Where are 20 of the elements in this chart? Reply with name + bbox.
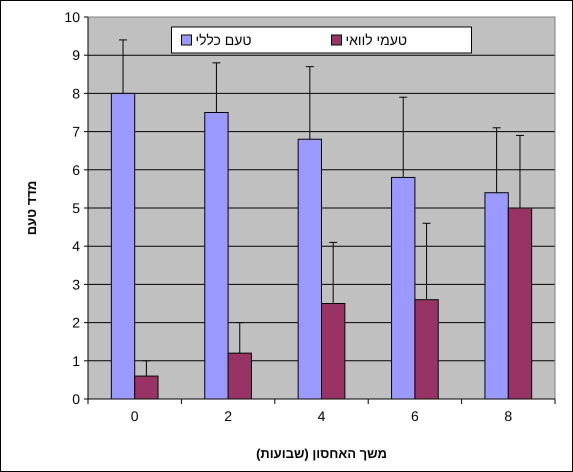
y-axis-title: מדד טעם bbox=[24, 180, 39, 236]
x-tick-label: 0 bbox=[130, 408, 139, 424]
legend-label: טעם כללי bbox=[196, 32, 252, 48]
x-tick-label: 6 bbox=[411, 408, 419, 424]
y-tick-label: 8 bbox=[72, 85, 80, 102]
x-tick-label: 8 bbox=[504, 408, 512, 424]
x-axis-title: משך האחסון (שבועות) bbox=[256, 446, 387, 461]
y-tick-label: 6 bbox=[72, 162, 80, 178]
legend-label: טעמי לוואי bbox=[346, 32, 408, 48]
y-tick-label: 2 bbox=[72, 314, 80, 331]
x-tick-label: 4 bbox=[318, 408, 326, 424]
y-tick-label: 3 bbox=[72, 276, 80, 292]
y-tick-label: 1 bbox=[72, 352, 80, 369]
y-tick-label: 10 bbox=[64, 9, 80, 25]
y-tick-label: 9 bbox=[72, 47, 80, 64]
y-tick-label: 4 bbox=[72, 238, 80, 254]
y-tick-label: 5 bbox=[72, 200, 80, 216]
y-tick-label: 7 bbox=[72, 124, 80, 140]
x-tick-label: 2 bbox=[224, 408, 232, 424]
y-tick-label: 0 bbox=[72, 391, 80, 407]
